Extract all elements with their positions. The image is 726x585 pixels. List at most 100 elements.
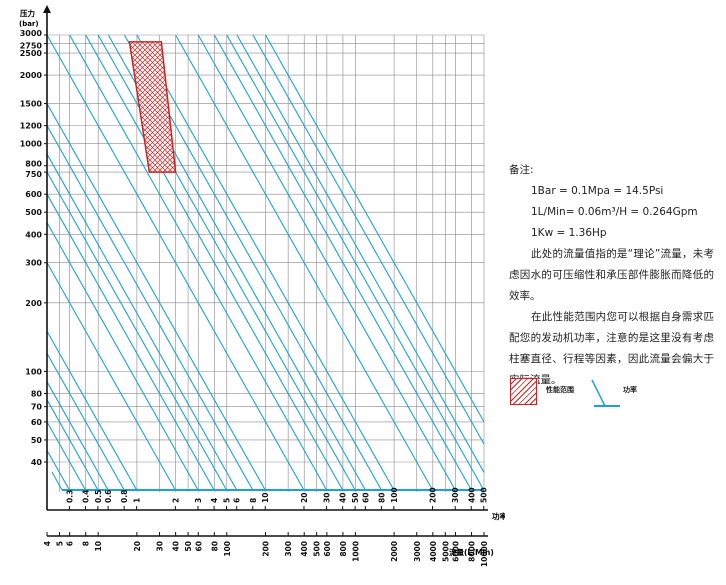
power-tick-label: 10 <box>261 493 270 503</box>
note-power-conversion: 1Kw = 1.36Hp <box>531 227 607 239</box>
power-line <box>136 34 395 491</box>
power-tick-label: 8 <box>249 498 258 503</box>
power-line <box>236 34 485 473</box>
range-swatch <box>510 378 537 405</box>
power-tick-label: 4 <box>210 498 219 503</box>
y-tick-label: 200 <box>25 299 42 308</box>
power-line <box>85 34 344 491</box>
power-tick-label: 0.3 <box>65 490 74 503</box>
flow-tick-label: 4 <box>43 541 52 546</box>
power-line <box>46 171 228 491</box>
notes-panel: 备注: 1Bar = 0.1Mpa = 14.5Psi 1L/Min= 0.06… <box>509 160 714 391</box>
power-tick-label: 1 <box>133 498 142 503</box>
power-tick-label: 6 <box>233 498 242 503</box>
flow-tick-label: 10 <box>94 541 103 551</box>
power-line <box>46 331 138 491</box>
power-line <box>265 34 485 423</box>
power-tick-label: 0.4 <box>81 490 90 503</box>
power-tick-label: 50 <box>351 493 360 503</box>
flow-tick-label: 800 <box>339 541 348 557</box>
y-axis-unit: (bar) <box>19 20 39 28</box>
power-line <box>46 193 215 491</box>
note-flow-conversion: 1L/Min= 0.06m³/H = 0.264Gpm <box>531 206 698 218</box>
flow-tick-label: 80 <box>210 541 219 551</box>
y-tick-label: 2500 <box>20 49 43 58</box>
flow-tick-label: 300 <box>284 541 293 557</box>
y-tick-label: 2750 <box>20 42 43 51</box>
performance-range <box>128 41 177 173</box>
power-tick-label: 0.8 <box>120 490 129 503</box>
power-line <box>197 34 456 491</box>
axes <box>43 5 488 537</box>
power-line <box>226 34 485 491</box>
power-tick-label: 20 <box>300 493 309 503</box>
flow-tick-label: 5000 <box>441 541 450 562</box>
y-tick-label: 500 <box>25 208 42 217</box>
y-tick-label: 3000 <box>20 29 43 38</box>
power-tick-label: 500 <box>480 487 489 503</box>
power-axis: 0.3 0.4 0.5 0.6 0.8 1 2 3 4 5 6 8 10 20 30 40 50 60 80 100 2… <box>65 487 489 510</box>
y-axis-arrow <box>43 5 51 13</box>
y-tick-label: 40 <box>31 458 43 467</box>
flow-tick-label: 8000 <box>468 541 477 562</box>
y-tick-label: 1000 <box>20 140 43 149</box>
y-tick-label: 80 <box>31 389 43 398</box>
flow-tick-label: 2000 <box>390 541 399 562</box>
power-tick-label: 400 <box>467 487 476 503</box>
power-tick-label: 30 <box>323 493 332 503</box>
pressure-flow-chart: 4050607080100200300400500600750800100012… <box>19 5 505 567</box>
power-tick-label: 0.5 <box>94 490 103 503</box>
power-tick-label: 2 <box>171 498 180 503</box>
power-line <box>46 34 305 491</box>
power-line <box>46 399 99 491</box>
y-tick-label: 750 <box>25 170 42 179</box>
flow-tick-label: 500 <box>313 541 322 557</box>
notes-title: 备注: <box>509 164 534 176</box>
power-tick-label: 0.6 <box>104 490 113 503</box>
flow-tick-label: 6000 <box>451 541 460 562</box>
legend-power-label: 功率 <box>623 386 637 394</box>
power-line <box>252 34 485 445</box>
power-line <box>46 421 86 491</box>
power-line <box>46 125 254 491</box>
flow-tick-label: 30 <box>156 541 165 551</box>
power-line <box>51 471 63 491</box>
flow-tick-label: 6 <box>66 541 75 546</box>
power-line-icon <box>591 379 620 407</box>
flow-tick-label: 1000 <box>351 541 360 562</box>
power-line <box>46 153 238 491</box>
power-line <box>175 34 434 491</box>
power-axis-title: 功率(Kw) <box>492 511 505 521</box>
power-tick-label: 300 <box>451 487 460 503</box>
performance-range-area <box>128 41 177 173</box>
power-tick-label: 100 <box>390 487 399 503</box>
y-tick-label: 1500 <box>20 100 43 109</box>
y-tick-label: 100 <box>25 367 42 376</box>
y-tick-label: 70 <box>31 403 43 412</box>
y-tick-label: 400 <box>25 230 42 239</box>
y-tick-label: 600 <box>25 190 42 199</box>
legend: 性能范围 功率 <box>510 378 710 410</box>
note-performance-match: 在此性能范围内您可以根据自身需求匹配您的发动机功率，注意的是这里没有考虑柱塞直径… <box>509 311 714 386</box>
power-line <box>69 34 328 491</box>
y-tick-label: 800 <box>25 160 42 169</box>
flow-tick-label: 100 <box>223 541 232 557</box>
y-tick-label: 1200 <box>20 122 43 131</box>
power-line <box>46 381 109 491</box>
flow-tick-label: 400 <box>300 541 309 557</box>
flow-tick-label: 200 <box>262 541 271 557</box>
legend-range-label: 性能范围 <box>546 386 574 394</box>
y-tick-label: 50 <box>31 436 43 445</box>
power-tick-label: 200 <box>429 487 438 503</box>
flow-tick-label: 8 <box>82 541 91 546</box>
flow-tick-label: 5 <box>55 541 64 546</box>
y-tick-label: 300 <box>25 259 42 268</box>
note-theoretical-flow: 此处的流量值指的是“理论”流量，未考虑因水的可压缩性和承压部件膨胀而降低的效率。 <box>509 248 714 302</box>
flow-axis-title: 流量(L/Min) <box>449 547 494 557</box>
y-tick-label: 2000 <box>20 71 43 80</box>
power-line <box>46 103 266 491</box>
power-line <box>46 353 125 491</box>
power-line <box>213 34 472 491</box>
y-tick-label: 60 <box>31 418 43 427</box>
